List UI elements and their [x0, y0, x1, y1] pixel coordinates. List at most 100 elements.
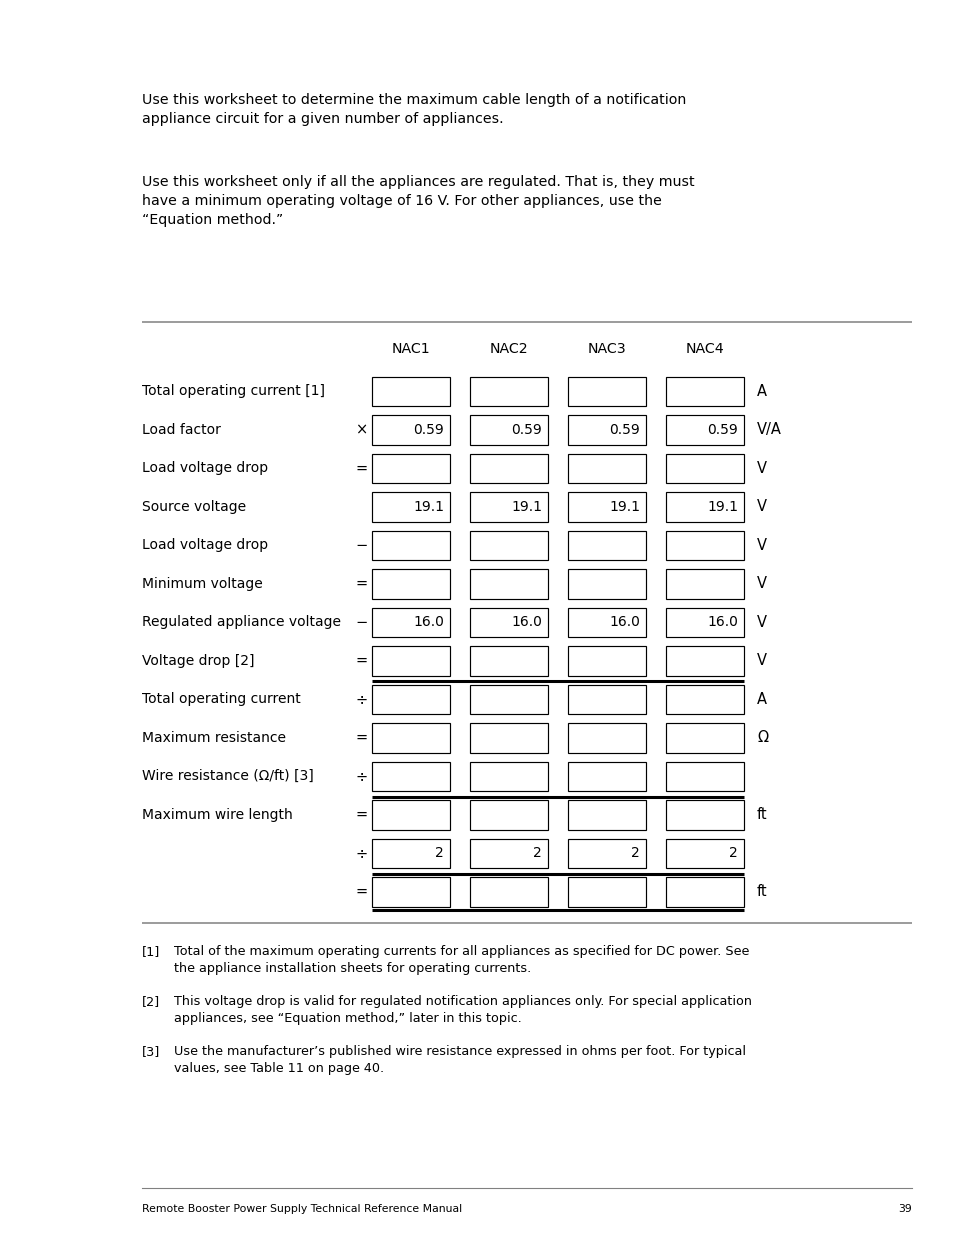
Text: [2]: [2] — [142, 995, 160, 1008]
Text: This voltage drop is valid for regulated notification appliances only. For speci: This voltage drop is valid for regulated… — [173, 995, 751, 1025]
Text: V: V — [757, 577, 766, 592]
Text: 19.1: 19.1 — [706, 500, 738, 514]
Text: NAC3: NAC3 — [587, 342, 626, 356]
Text: 0.59: 0.59 — [511, 422, 541, 437]
Bar — [567, 492, 645, 521]
Text: Use this worksheet to determine the maximum cable length of a notification
appli: Use this worksheet to determine the maxi… — [142, 93, 685, 126]
Bar — [470, 646, 547, 676]
Text: Load voltage drop: Load voltage drop — [142, 538, 268, 552]
Text: 19.1: 19.1 — [511, 500, 541, 514]
Text: =: = — [355, 461, 368, 475]
Bar — [665, 722, 743, 752]
Text: 16.0: 16.0 — [706, 615, 738, 630]
Bar — [665, 415, 743, 445]
Bar — [372, 684, 450, 714]
Bar — [372, 877, 450, 906]
Text: V: V — [757, 499, 766, 514]
Text: 19.1: 19.1 — [413, 500, 443, 514]
Text: 39: 39 — [898, 1204, 911, 1214]
Text: Voltage drop [2]: Voltage drop [2] — [142, 653, 254, 668]
Bar — [470, 877, 547, 906]
Bar — [470, 684, 547, 714]
Text: −: − — [355, 615, 368, 630]
Text: 16.0: 16.0 — [608, 615, 639, 630]
Bar — [567, 569, 645, 599]
Bar — [372, 492, 450, 521]
Text: Maximum resistance: Maximum resistance — [142, 731, 286, 745]
Text: =: = — [355, 577, 368, 592]
Bar — [665, 569, 743, 599]
Text: ×: × — [355, 422, 368, 437]
Text: Total operating current: Total operating current — [142, 693, 300, 706]
Bar — [372, 569, 450, 599]
Bar — [665, 800, 743, 830]
Bar — [470, 377, 547, 406]
Text: Load voltage drop: Load voltage drop — [142, 461, 268, 475]
Bar — [567, 377, 645, 406]
Text: V: V — [757, 461, 766, 475]
Text: Load factor: Load factor — [142, 422, 221, 437]
Text: Total of the maximum operating currents for all appliances as specified for DC p: Total of the maximum operating currents … — [173, 945, 749, 974]
Bar — [470, 722, 547, 752]
Text: Remote Booster Power Supply Technical Reference Manual: Remote Booster Power Supply Technical Re… — [142, 1204, 461, 1214]
Text: A: A — [757, 384, 766, 399]
Text: NAC4: NAC4 — [685, 342, 723, 356]
Bar — [372, 646, 450, 676]
Text: Use the manufacturer’s published wire resistance expressed in ohms per foot. For: Use the manufacturer’s published wire re… — [173, 1045, 745, 1074]
Bar — [470, 415, 547, 445]
Bar — [665, 377, 743, 406]
Text: [3]: [3] — [142, 1045, 160, 1058]
Bar — [567, 762, 645, 790]
Bar — [372, 722, 450, 752]
Bar — [372, 453, 450, 483]
Bar — [372, 608, 450, 637]
Bar — [567, 646, 645, 676]
Bar — [372, 762, 450, 790]
Text: =: = — [355, 808, 368, 823]
Text: 2: 2 — [435, 846, 443, 861]
Text: 2: 2 — [533, 846, 541, 861]
Text: =: = — [355, 730, 368, 745]
Text: =: = — [355, 884, 368, 899]
Text: 0.59: 0.59 — [413, 422, 443, 437]
Text: 0.59: 0.59 — [706, 422, 738, 437]
Text: Total operating current [1]: Total operating current [1] — [142, 384, 325, 398]
Text: [1]: [1] — [142, 945, 160, 958]
Text: A: A — [757, 692, 766, 706]
Bar — [567, 800, 645, 830]
Text: NAC1: NAC1 — [392, 342, 430, 356]
Text: Minimum voltage: Minimum voltage — [142, 577, 262, 590]
Bar — [567, 877, 645, 906]
Text: 16.0: 16.0 — [511, 615, 541, 630]
Bar — [470, 569, 547, 599]
Text: Ω: Ω — [757, 730, 767, 745]
Bar — [470, 800, 547, 830]
Bar — [665, 453, 743, 483]
Text: 2: 2 — [631, 846, 639, 861]
Bar — [470, 492, 547, 521]
Bar — [567, 722, 645, 752]
Text: V: V — [757, 615, 766, 630]
Text: ft: ft — [757, 884, 767, 899]
Text: ÷: ÷ — [355, 692, 368, 706]
Text: Regulated appliance voltage: Regulated appliance voltage — [142, 615, 340, 630]
Text: NAC2: NAC2 — [489, 342, 528, 356]
Bar — [372, 839, 450, 868]
Bar — [567, 415, 645, 445]
Bar — [665, 684, 743, 714]
Bar — [665, 877, 743, 906]
Bar — [372, 377, 450, 406]
Text: Source voltage: Source voltage — [142, 500, 246, 514]
Text: ft: ft — [757, 808, 767, 823]
Bar — [470, 531, 547, 559]
Bar — [372, 531, 450, 559]
Bar — [665, 839, 743, 868]
Text: =: = — [355, 653, 368, 668]
Bar — [567, 531, 645, 559]
Text: 2: 2 — [728, 846, 738, 861]
Text: V: V — [757, 537, 766, 553]
Bar — [470, 608, 547, 637]
Text: Use this worksheet only if all the appliances are regulated. That is, they must
: Use this worksheet only if all the appli… — [142, 175, 694, 227]
Text: −: − — [355, 537, 368, 553]
Bar — [665, 608, 743, 637]
